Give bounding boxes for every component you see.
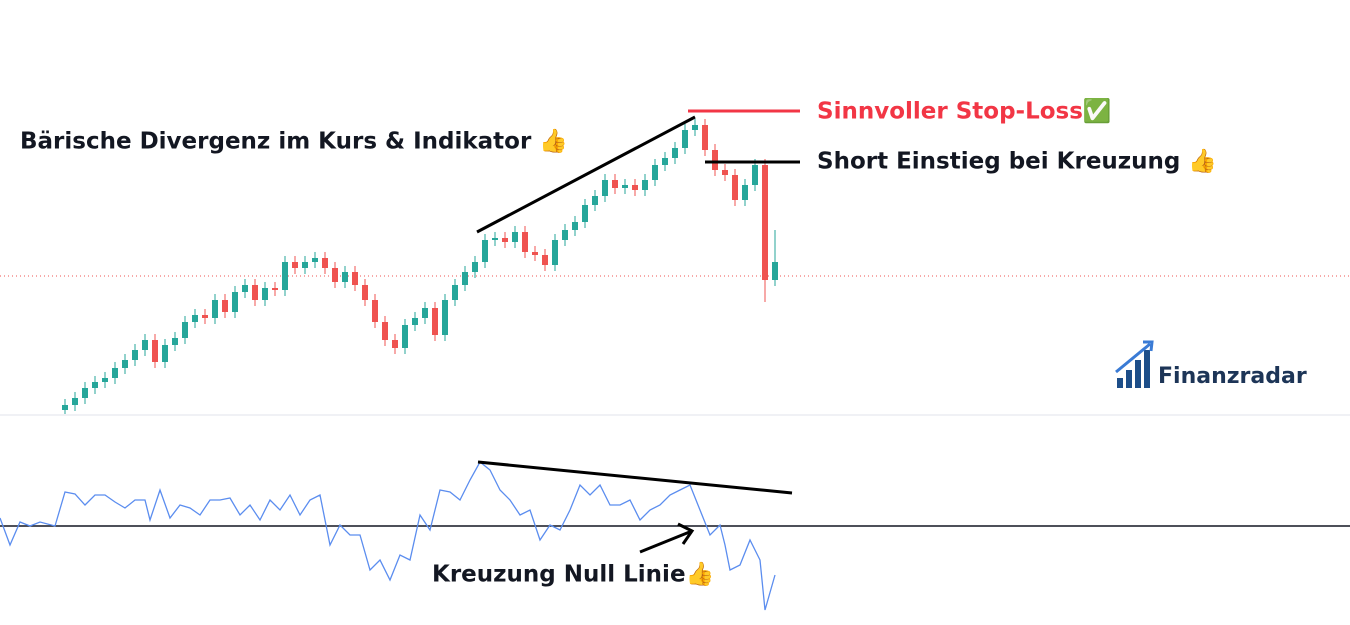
candle-body [532, 252, 538, 255]
candle-body [272, 288, 278, 290]
brand: Finanzradar [1158, 364, 1307, 389]
candle-body [432, 308, 438, 335]
candle-body [332, 268, 338, 282]
annotation: Kreuzung Null Linie👍 [432, 561, 714, 588]
candle-body [452, 285, 458, 300]
candle-body [372, 300, 378, 322]
candle-body [262, 288, 268, 300]
annotation: Sinnvoller Stop-Loss✅ [817, 98, 1112, 125]
candle-body [632, 185, 638, 190]
candle-body [242, 285, 248, 292]
candle-body [322, 258, 328, 268]
candle-body [282, 262, 288, 290]
candle-body [752, 165, 758, 185]
candle-body [182, 322, 188, 338]
candle-body [712, 150, 718, 170]
candle-body [422, 308, 428, 318]
candle-body [642, 180, 648, 190]
candle-body [592, 196, 598, 205]
candle-body [252, 285, 258, 300]
candle-body [162, 345, 168, 362]
candle-body [522, 232, 528, 252]
candle-body [572, 222, 578, 230]
candle-body [82, 388, 88, 398]
candle-body [492, 238, 498, 240]
candle-body [212, 300, 218, 318]
candle-body [232, 292, 238, 312]
candle-body [152, 340, 158, 362]
candle-body [92, 382, 98, 388]
candle-body [722, 170, 728, 175]
candle-body [122, 360, 128, 368]
candle-body [102, 378, 108, 382]
candle-body [392, 340, 398, 348]
marks [0, 119, 778, 611]
candle-body [602, 180, 608, 196]
candle-body [662, 158, 668, 165]
candle-body [292, 262, 298, 268]
candle-body [542, 255, 548, 265]
candle-body [512, 232, 518, 242]
candle-body [502, 238, 508, 242]
candle-body [742, 185, 748, 200]
logo-bar [1144, 350, 1150, 388]
candle-body [582, 205, 588, 222]
logo: Finanzradar [1115, 340, 1307, 389]
candle-body [612, 180, 618, 188]
candle-body [142, 340, 148, 350]
candle-body [72, 398, 78, 405]
candle-body [652, 165, 658, 180]
candle-body [702, 125, 708, 150]
candle-body [552, 240, 558, 265]
candle-body [342, 272, 348, 282]
indicator-divergence-line [477, 460, 793, 495]
logo-bar [1135, 360, 1141, 388]
candle-body [472, 262, 478, 272]
divergence-line [476, 115, 696, 234]
annotation: Short Einstieg bei Kreuzung 👍 [817, 148, 1217, 175]
candle-body [402, 325, 408, 348]
candle-body [682, 130, 688, 148]
candle-body [202, 315, 208, 318]
candle-body [562, 230, 568, 240]
candle-body [692, 125, 698, 130]
logo-bar [1117, 378, 1123, 388]
candle-body [222, 300, 228, 312]
logo-bar [1126, 370, 1132, 388]
arrow [639, 522, 695, 554]
candle-body [412, 318, 418, 325]
candle-body [302, 262, 308, 268]
candle-body [462, 272, 468, 285]
candle-body [312, 258, 318, 262]
candle-body [172, 338, 178, 345]
candle-body [482, 240, 488, 262]
candle-body [762, 165, 768, 280]
candle-body [62, 405, 68, 410]
candle-body [112, 368, 118, 378]
candle-body [382, 322, 388, 340]
annotation: Bärische Divergenz im Kurs & Indikator 👍 [20, 128, 568, 155]
candle-body [362, 285, 368, 300]
indicator-line [0, 461, 776, 611]
candle-body [192, 315, 198, 322]
candle-body [132, 350, 138, 360]
candle-body [772, 262, 778, 280]
candle-body [622, 185, 628, 188]
candle-body [352, 272, 358, 285]
candle-body [672, 148, 678, 158]
candle-body [732, 175, 738, 200]
candle-body [442, 300, 448, 335]
logo-arrow [1115, 340, 1154, 374]
